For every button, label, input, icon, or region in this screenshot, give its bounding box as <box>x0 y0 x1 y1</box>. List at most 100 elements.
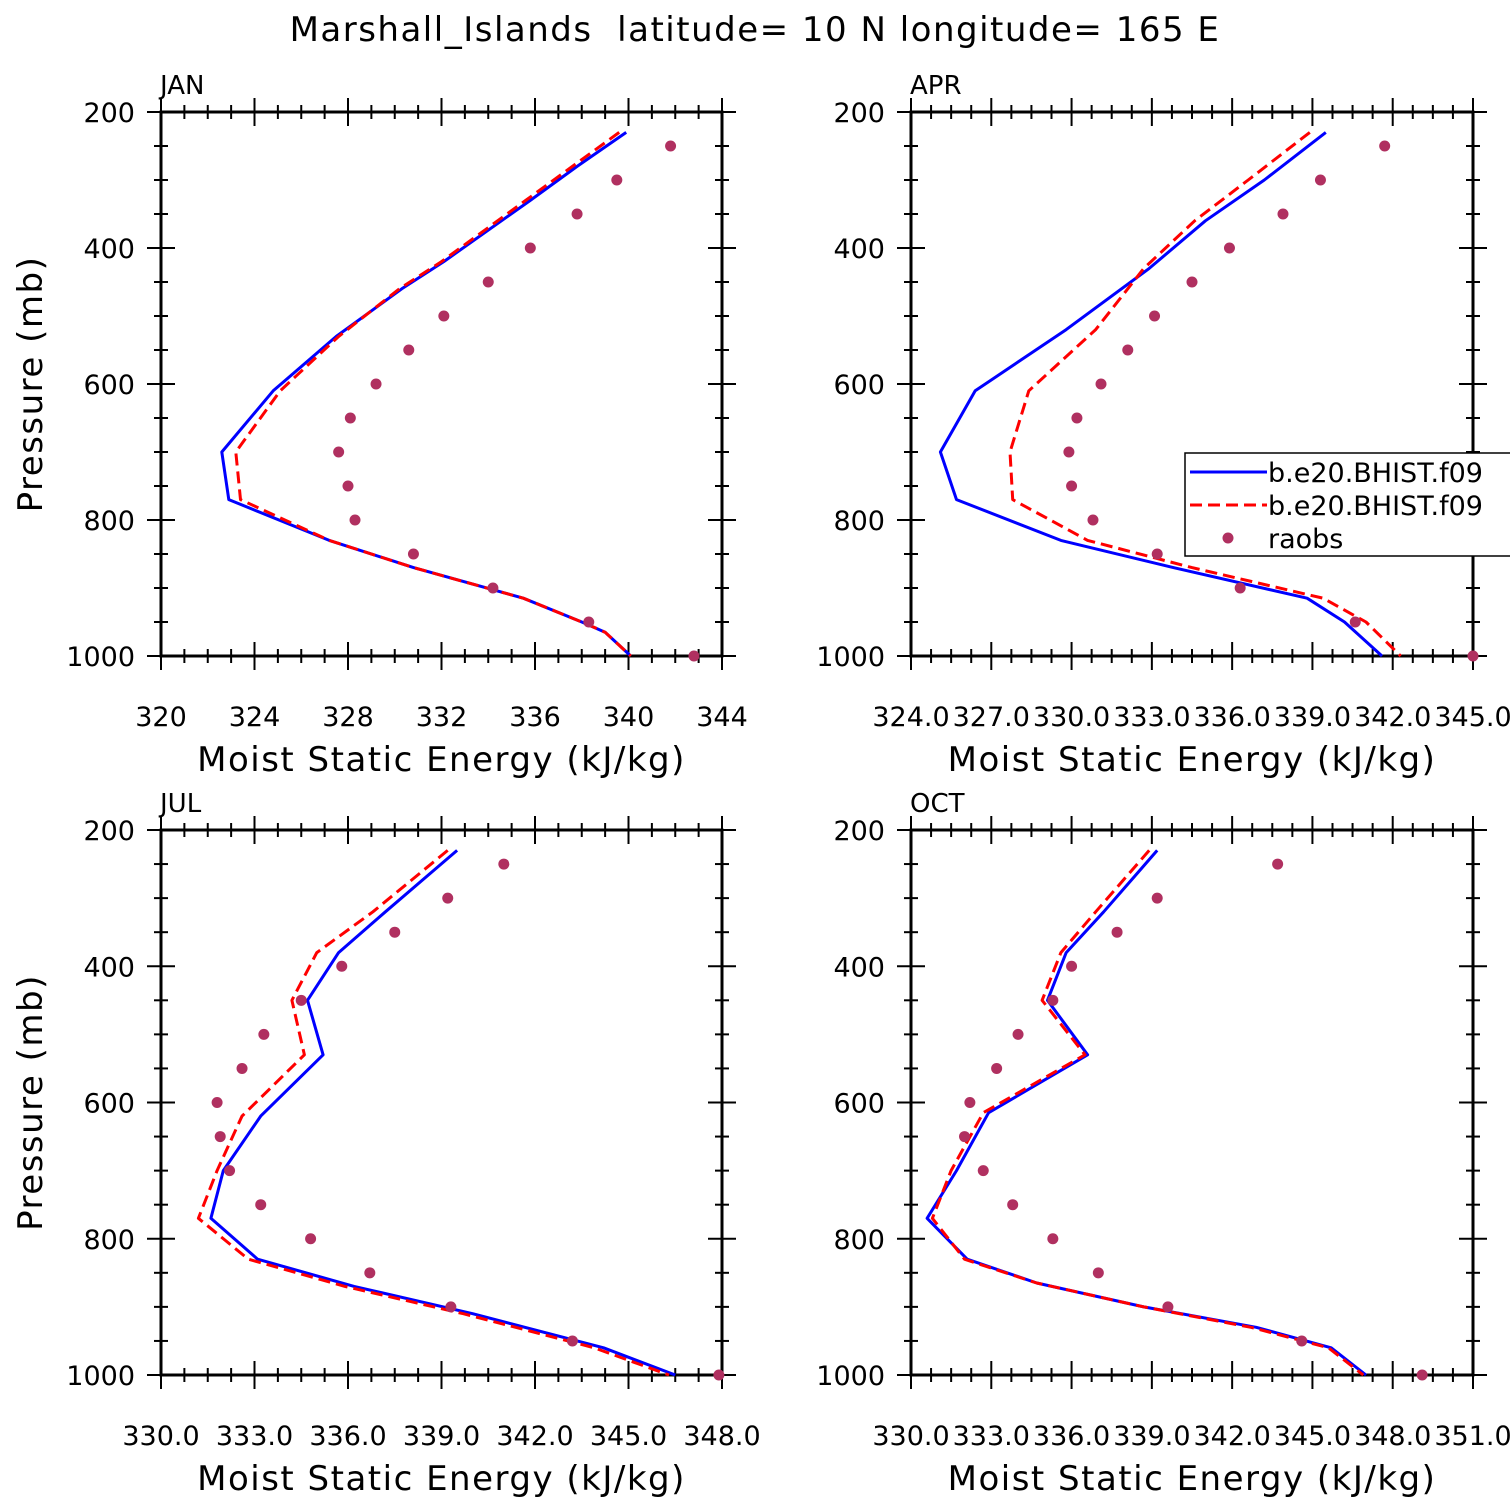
raobs-point <box>1095 378 1107 390</box>
raobs-point <box>1234 582 1246 594</box>
y-tick-label: 400 <box>833 952 885 983</box>
legend-box <box>1184 452 1510 557</box>
raobs-point <box>1223 242 1235 254</box>
x-tick-label: 348.0 <box>1354 1421 1431 1452</box>
x-axis-title: Moist Static Energy (kJ/kg) <box>948 1459 1437 1499</box>
raobs-point <box>713 1369 725 1381</box>
raobs-point <box>344 412 356 424</box>
x-tick-label: 342.0 <box>1193 1421 1270 1452</box>
raobs-point <box>611 174 623 186</box>
raobs-point <box>1071 412 1083 424</box>
x-tick-label: 333.0 <box>953 1421 1030 1452</box>
raobs-point <box>1063 446 1075 458</box>
raobs-point <box>1162 1301 1174 1313</box>
y-tick-label: 600 <box>83 1089 135 1120</box>
y-tick-label: 1000 <box>66 1361 135 1392</box>
x-tick-label: 339.0 <box>1113 1421 1190 1452</box>
raobs-point <box>1416 1369 1428 1381</box>
raobs-point <box>342 480 354 492</box>
y-tick-label: 800 <box>83 506 135 537</box>
y-tick-label: 600 <box>833 1089 885 1120</box>
raobs-point <box>407 548 419 560</box>
y-tick-label: 800 <box>833 506 885 537</box>
raobs-point <box>1047 994 1059 1006</box>
raobs-point <box>224 1165 236 1177</box>
raobs-point <box>482 276 494 288</box>
y-axis-title: Pressure (mb) <box>11 974 51 1231</box>
raobs-point <box>498 858 510 870</box>
legend-swatch-dot <box>1222 532 1234 544</box>
x-tick-label: 342.0 <box>496 1421 573 1452</box>
model-line-solid <box>925 849 1367 1377</box>
panel-label: JAN <box>158 71 204 101</box>
x-tick-label: 330.0 <box>1033 702 1110 733</box>
raobs-point <box>964 1097 976 1108</box>
panel-label: APR <box>910 71 962 101</box>
y-tick-label: 200 <box>83 98 135 129</box>
raobs-point <box>991 1062 1003 1074</box>
raobs-point <box>211 1097 223 1108</box>
x-tick-label: 344 <box>696 702 748 733</box>
y-tick-label: 400 <box>83 952 135 983</box>
x-tick-label: 339.0 <box>403 1421 480 1452</box>
raobs-point <box>665 140 677 152</box>
panel-apr: 200 400 600 800 1000 324.0 327.0 330.0 333.0 336.… <box>816 71 1510 780</box>
raobs-point <box>977 1165 989 1177</box>
raobs-point <box>1149 310 1161 322</box>
model-line-dashed <box>234 131 632 658</box>
raobs-point <box>1066 480 1078 492</box>
x-tick-label: 327.0 <box>953 702 1030 733</box>
raobs-point <box>1186 276 1198 288</box>
raobs-point <box>1151 892 1163 904</box>
raobs-point <box>566 1335 578 1347</box>
model-line-solid <box>938 131 1384 658</box>
raobs-point <box>583 616 595 628</box>
raobs-point <box>1087 514 1099 526</box>
x-tick-label: 342.0 <box>1354 702 1431 733</box>
raobs-point <box>442 892 454 904</box>
x-axis-title: Moist Static Energy (kJ/kg) <box>197 1459 686 1499</box>
raobs-point <box>1467 650 1479 662</box>
x-tick-label: 320 <box>135 702 187 733</box>
raobs-point <box>370 378 382 390</box>
x-tick-label: 328 <box>322 702 374 733</box>
panel-oct: 200 400 600 800 1000 330.0 333.0 336.0 339.0 342.… <box>816 789 1510 1499</box>
legend-label: b.e20.BHIST.f09 <box>1268 458 1483 489</box>
raobs-point <box>364 1267 376 1279</box>
y-tick-label: 200 <box>833 816 885 847</box>
y-tick-label: 1000 <box>816 1361 885 1392</box>
raobs-point <box>1277 208 1289 220</box>
x-tick-label: 348.0 <box>683 1421 760 1452</box>
x-tick-label: 330.0 <box>122 1421 199 1452</box>
raobs-point <box>333 446 345 458</box>
raobs-point <box>1314 174 1326 186</box>
raobs-point <box>1296 1335 1308 1347</box>
y-tick-label: 200 <box>833 98 885 129</box>
x-axis-title: Moist Static Energy (kJ/kg) <box>197 740 686 780</box>
model-line-dashed <box>930 849 1365 1377</box>
panel-label: JUL <box>158 789 202 819</box>
raobs-point <box>295 994 307 1006</box>
raobs-point <box>214 1131 226 1143</box>
x-tick-label: 339.0 <box>1274 702 1351 733</box>
raobs-point <box>255 1199 267 1211</box>
panel-label: OCT <box>910 789 965 819</box>
raobs-point <box>1007 1199 1019 1211</box>
raobs-point <box>524 242 536 254</box>
raobs-point <box>445 1301 457 1313</box>
raobs-point <box>1066 960 1078 972</box>
x-tick-label: 345.0 <box>1274 1421 1351 1452</box>
y-tick-label: 600 <box>83 370 135 401</box>
y-axis-title: Pressure (mb) <box>11 256 51 513</box>
panel-jul: 200 400 600 800 1000 330.0 333.0 336.0 339.0 342.… <box>11 789 761 1499</box>
y-tick-label: 1000 <box>66 642 135 673</box>
raobs-point <box>305 1233 317 1245</box>
x-tick-label: 345.0 <box>590 1421 667 1452</box>
raobs-point <box>487 582 499 594</box>
x-tick-label: 336.0 <box>1193 702 1270 733</box>
raobs-point <box>336 960 348 972</box>
plot-frame <box>909 828 1475 1377</box>
raobs-point <box>1379 140 1391 152</box>
